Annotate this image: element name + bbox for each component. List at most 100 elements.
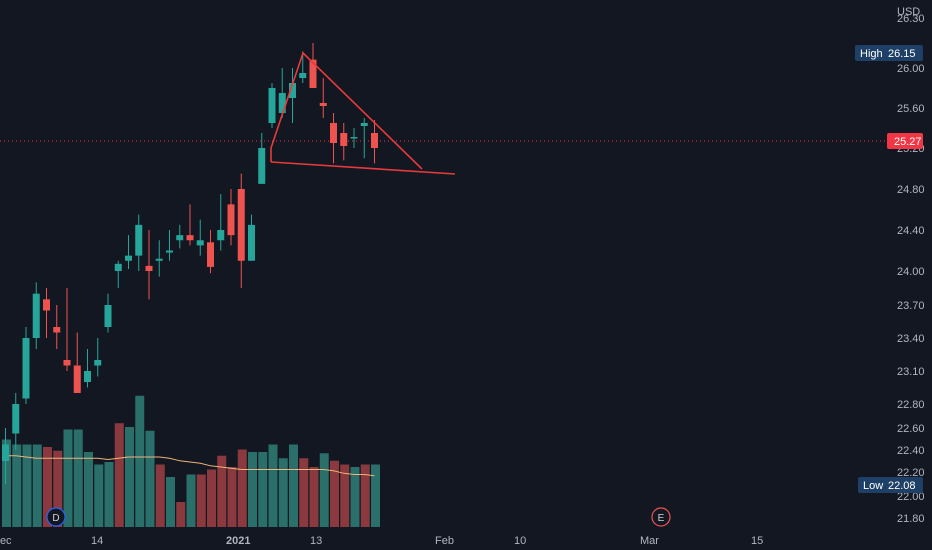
volume-bar (63, 429, 73, 527)
price-tick-label: 22.00 (897, 491, 925, 503)
volume-bar (32, 444, 42, 527)
candle-body (53, 327, 61, 333)
candle (53, 305, 61, 349)
candle (2, 428, 9, 484)
price-axis[interactable]: USD 26.3026.0025.6025.2024.8024.4024.002… (897, 6, 925, 525)
candle-body (2, 444, 9, 461)
candle (299, 51, 307, 83)
candle-body (360, 123, 368, 126)
volume-bar (350, 467, 360, 527)
volume-bar (217, 455, 227, 527)
volume-bar (145, 430, 155, 527)
volume-bar (227, 467, 237, 527)
volume-bar (319, 453, 329, 527)
candle-body (155, 258, 163, 261)
candle (114, 260, 122, 288)
volume-bar (278, 458, 288, 527)
candle-body (22, 338, 30, 399)
candle-body (289, 83, 296, 98)
candle (63, 288, 71, 371)
falling-wedge-pattern[interactable] (270, 51, 456, 175)
volume-bars (2, 395, 380, 527)
candle (289, 68, 296, 123)
price-tick-label: 22.40 (897, 445, 925, 457)
volume-bar (360, 464, 370, 527)
dividend-marker[interactable]: D (46, 507, 66, 527)
candle-body (258, 148, 266, 184)
volume-bar (22, 444, 32, 527)
candle (166, 230, 173, 261)
time-tick-label: Dec (0, 535, 12, 547)
volume-bar (94, 464, 104, 527)
volume-bar (166, 477, 175, 527)
candle-body (32, 293, 40, 338)
candle (340, 123, 348, 161)
volume-bar (125, 427, 134, 527)
low-price-tag: Low 22.08 (858, 477, 923, 493)
time-tick-label: 2021 (226, 535, 250, 547)
candle (196, 219, 204, 256)
volume-bar (2, 439, 11, 527)
marker-circle (651, 507, 671, 527)
candle-body (84, 371, 91, 382)
candle (207, 230, 214, 274)
price-tick-label: 22.20 (897, 467, 925, 479)
candle-body (176, 235, 184, 241)
candle-body (125, 255, 132, 261)
candle (237, 173, 245, 288)
volume-bar (340, 464, 350, 527)
candle (248, 214, 255, 261)
time-tick-label: Feb (435, 535, 454, 547)
candle (22, 327, 30, 404)
last-price-tag-value: 25.27 (894, 136, 922, 148)
volume-bar (114, 423, 124, 527)
candle (319, 78, 327, 118)
candle (227, 189, 235, 246)
currency-label: USD (897, 6, 920, 18)
candle-body (114, 263, 122, 271)
candle (12, 393, 20, 450)
candle-body (12, 404, 20, 434)
earnings-marker[interactable]: E (651, 507, 671, 527)
candle-body (73, 365, 81, 393)
price-tick-label: 23.40 (897, 333, 925, 345)
price-tick-label: 26.30 (897, 13, 925, 25)
candle (258, 133, 266, 184)
candle (104, 293, 112, 333)
volume-bar (207, 469, 216, 527)
price-tick-label: 24.00 (897, 266, 925, 278)
volume-bar (155, 464, 165, 527)
candle (176, 224, 184, 249)
volume-bar (248, 452, 257, 527)
low-tag-label: Low (863, 480, 883, 492)
candle-body (166, 250, 173, 253)
volume-bar (43, 447, 52, 527)
candle (155, 240, 163, 277)
candle (217, 194, 225, 251)
candle (145, 230, 153, 300)
candle (32, 282, 40, 349)
candle-body (350, 137, 358, 139)
price-tick-label: 23.70 (897, 300, 925, 312)
time-tick-label: 10 (514, 535, 526, 547)
volume-moving-average-line (5, 455, 375, 477)
candle-body (248, 224, 255, 261)
candle (371, 120, 378, 164)
candle-body (227, 204, 235, 236)
time-tick-label: Mar (640, 535, 659, 547)
time-axis[interactable]: Dec 14 2021 13 Feb 10 Mar 15 (0, 535, 763, 547)
wedge-upper-trendline[interactable] (270, 51, 423, 170)
volume-bar (176, 502, 186, 527)
time-tick-label: 13 (310, 535, 322, 547)
candle-body (145, 265, 153, 271)
price-tick-label: 24.40 (897, 225, 925, 237)
volume-bar (289, 444, 298, 527)
candle-body (207, 242, 214, 267)
candle (43, 288, 50, 338)
wedge-lower-trendline[interactable] (270, 161, 456, 175)
candle-body (237, 189, 245, 261)
volume-bar (53, 450, 63, 527)
price-tick-label: 21.80 (897, 513, 925, 525)
